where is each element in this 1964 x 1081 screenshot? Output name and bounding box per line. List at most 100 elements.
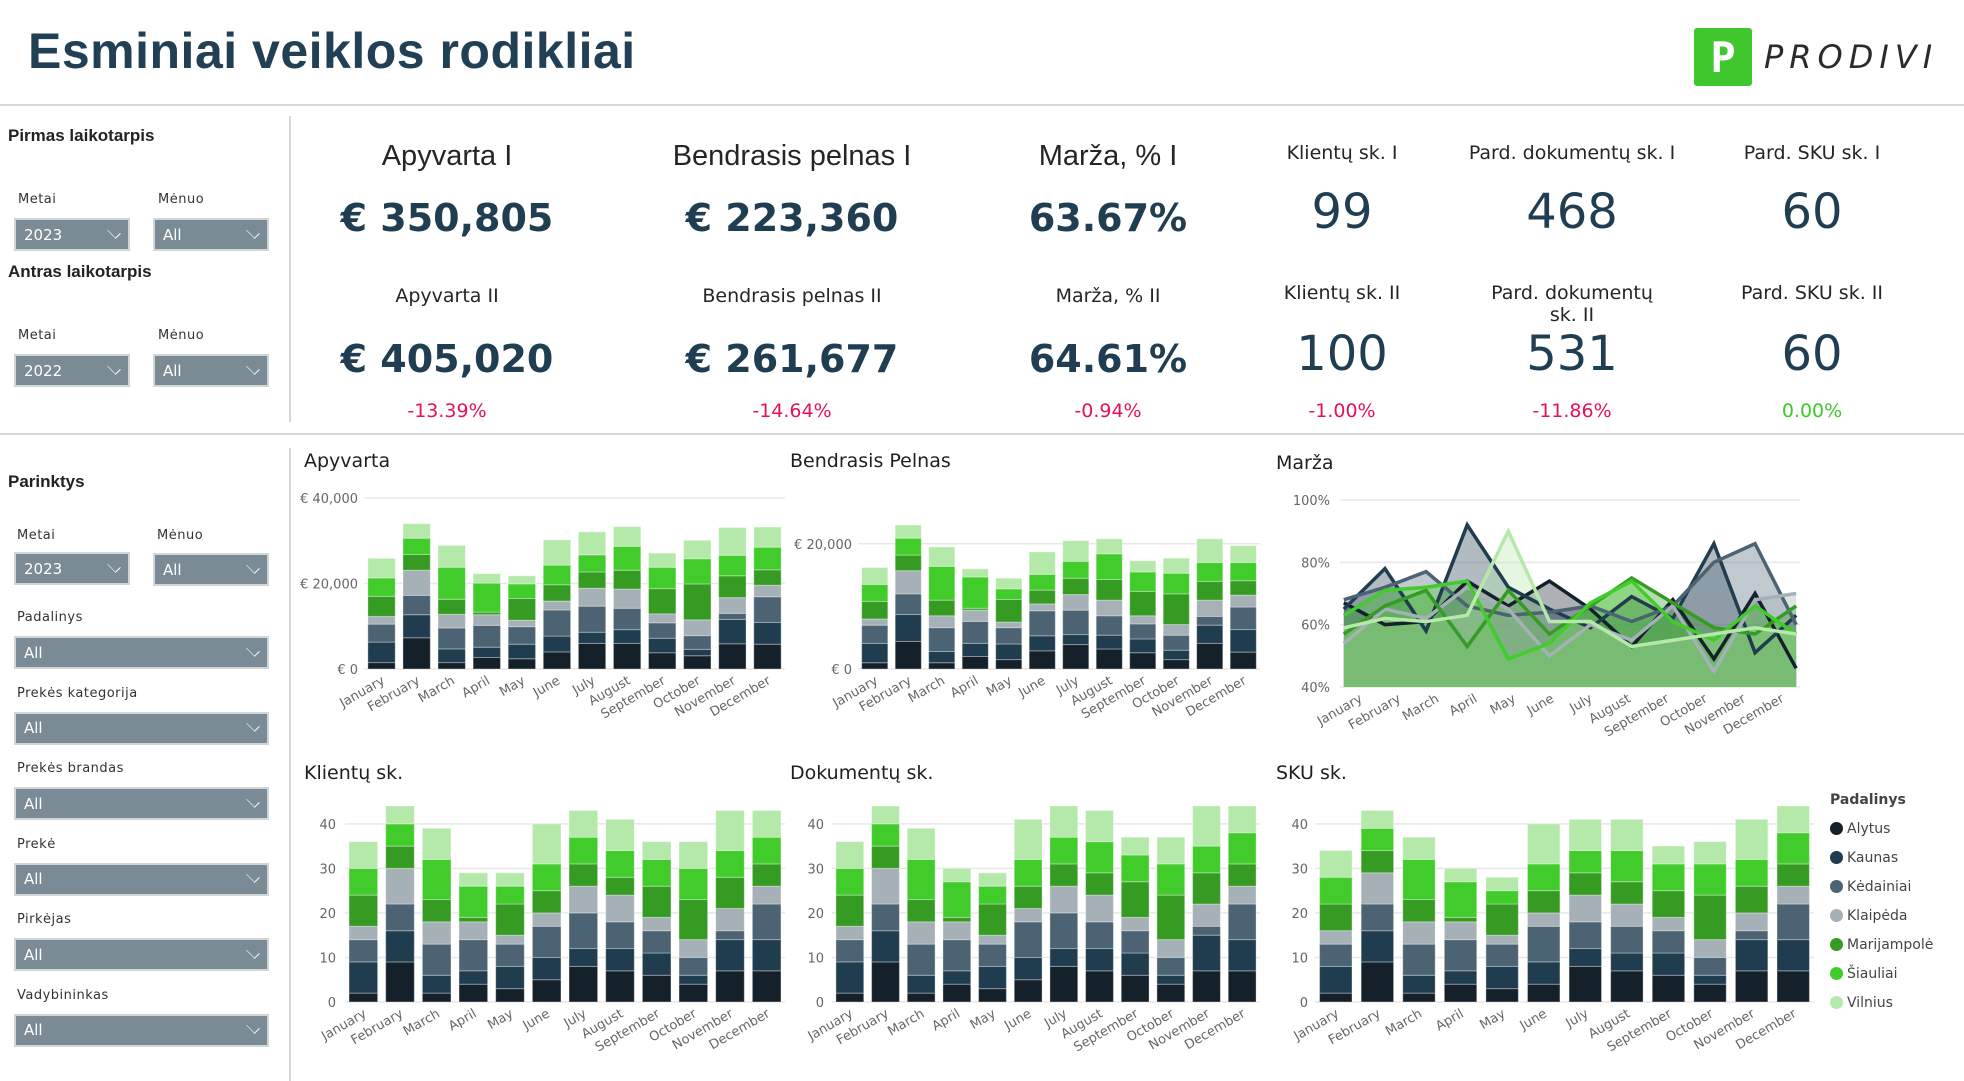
bar-segment-klaipėda xyxy=(1610,903,1644,927)
bar-segment-kaunas xyxy=(1776,939,1810,972)
y-tick-label: 40% xyxy=(1301,681,1330,696)
bar-segment-vilnius xyxy=(1129,560,1157,573)
bar-segment-vilnius xyxy=(648,552,677,568)
bar-segment-alytus xyxy=(1229,651,1257,670)
bar-segment-klaipėda xyxy=(612,588,642,609)
filter-dropdown[interactable]: All xyxy=(14,938,269,971)
kpi-delta: -1.00% xyxy=(1308,400,1376,422)
bar-segment-vilnius xyxy=(385,805,415,825)
legend-dot-icon xyxy=(1830,851,1843,864)
kpi-value-1: 60 xyxy=(1781,184,1843,240)
first-year-dropdown[interactable]: 2023 xyxy=(14,218,130,251)
bar-segment-alytus xyxy=(906,992,936,1003)
bar-segment-marijampolė xyxy=(715,876,745,909)
kpi-label-1: Pard. SKU sk. I xyxy=(1743,142,1881,164)
legend-item[interactable]: Alytus xyxy=(1830,814,1933,843)
bar-segment-alytus xyxy=(1360,961,1395,1003)
kpi-label-2: Apyvarta II xyxy=(395,285,499,307)
y-tick-label: € 0 xyxy=(831,663,852,678)
bar-segment-alytus xyxy=(1610,970,1644,1003)
filters-month-dropdown[interactable]: All xyxy=(153,553,269,586)
first-year-value: 2023 xyxy=(24,225,63,244)
bar-segment-šiauliai xyxy=(458,885,489,918)
kpi-value-2: € 261,677 xyxy=(685,337,899,381)
bar-segment-kaunas xyxy=(1402,974,1436,994)
bar-segment-kėdainiai xyxy=(1319,943,1353,967)
bar-segment-alytus xyxy=(385,961,415,1003)
filter-dropdown[interactable]: All xyxy=(14,787,269,820)
bar-segment-kėdainiai xyxy=(928,627,956,652)
legend-item[interactable]: Kaunas xyxy=(1830,843,1933,872)
bar-segment-vilnius xyxy=(961,568,989,578)
bar-segment-marijampolė xyxy=(871,845,900,869)
bar-segment-klaipėda xyxy=(605,894,635,923)
x-tick-label: June xyxy=(520,1006,553,1034)
legend-item[interactable]: Vilnius xyxy=(1830,988,1933,1017)
bar-segment-vilnius xyxy=(577,531,607,556)
y-tick-label: 20 xyxy=(1291,907,1308,922)
charts-divider xyxy=(289,448,291,1081)
bar-segment-šiauliai xyxy=(1229,562,1257,582)
second-month-dropdown[interactable]: All xyxy=(153,354,269,387)
bar-segment-kaunas xyxy=(753,621,782,645)
bar-segment-klaipėda xyxy=(894,570,922,595)
legend-item[interactable]: Marijampolė xyxy=(1830,930,1933,959)
bar-segment-kėdainiai xyxy=(507,626,537,645)
first-month-value: All xyxy=(163,225,182,244)
bar-segment-vilnius xyxy=(367,557,396,579)
second-year-dropdown[interactable]: 2022 xyxy=(14,354,130,387)
filter-dropdown[interactable]: All xyxy=(14,1013,269,1047)
bar-segment-marijampolė xyxy=(751,863,782,887)
bar-segment-alytus xyxy=(1129,652,1157,670)
bar-segment-marijampolė xyxy=(542,584,572,602)
bar-segment-kaunas xyxy=(1192,934,1221,972)
bar-segment-alytus xyxy=(978,988,1007,1003)
bar-segment-alytus xyxy=(612,642,642,670)
first-month-dropdown[interactable]: All xyxy=(153,218,269,251)
filter-dropdown[interactable]: All xyxy=(14,862,269,896)
bar-segment-vilnius xyxy=(751,809,782,838)
bar-segment-vilnius xyxy=(437,544,466,568)
legend-item[interactable]: Šiauliai xyxy=(1830,959,1933,988)
bar-segment-klaipėda xyxy=(753,584,782,598)
filter-value: All xyxy=(24,719,43,737)
bar-segment-klaipėda xyxy=(1049,885,1079,914)
bar-segment-marijampolė xyxy=(605,876,635,896)
kpi-value-2: 64.61% xyxy=(1028,337,1188,381)
bar-segment-kaunas xyxy=(348,961,379,994)
y-tick-label: € 40,000 xyxy=(300,492,358,507)
bar-segment-kėdainiai xyxy=(715,930,745,941)
bar-segment-klaipėda xyxy=(1485,934,1519,945)
bar-segment-vilnius xyxy=(1085,809,1114,843)
bar-segment-klaipėda xyxy=(861,618,889,626)
bar-segment-kaunas xyxy=(1049,948,1079,967)
bar-segment-vilnius xyxy=(641,841,672,860)
kpi-value-1: € 350,805 xyxy=(340,196,554,240)
legend-item[interactable]: Kėdainiai xyxy=(1830,872,1933,901)
filters-year-dropdown[interactable]: 2023 xyxy=(14,552,130,585)
bar-segment-klaipėda xyxy=(1095,599,1123,617)
bar-segment-kaunas xyxy=(1129,638,1157,654)
kpi-label-1: Marža, % I xyxy=(1038,140,1178,172)
y-tick-label: 30 xyxy=(1291,862,1308,877)
bar-segment-kaunas xyxy=(1693,974,1727,985)
legend-label: Šiauliai xyxy=(1847,965,1898,982)
bar-segment-kaunas xyxy=(906,974,936,994)
bar-segment-kaunas xyxy=(715,939,745,972)
filter-dropdown[interactable]: All xyxy=(14,711,269,745)
kpi-value-1: € 223,360 xyxy=(685,196,899,240)
bar-segment-vilnius xyxy=(1120,836,1150,856)
bar-segment-kaunas xyxy=(458,970,489,985)
bar-segment-marijampolė xyxy=(995,599,1023,623)
bar-segment-klaipėda xyxy=(1568,894,1603,923)
logo-text: PRODIVI xyxy=(1764,38,1939,76)
bar-segment-kaunas xyxy=(1062,634,1090,646)
y-tick-label: 10 xyxy=(1291,951,1308,966)
legend-label: Kėdainiai xyxy=(1847,878,1912,895)
bar-segment-marijampolė xyxy=(1028,589,1056,605)
filter-dropdown[interactable]: All xyxy=(14,636,269,669)
bar-segment-šiauliai xyxy=(894,537,922,556)
legend-item[interactable]: Klaipėda xyxy=(1830,901,1933,930)
bar-segment-marijampolė xyxy=(942,916,972,923)
